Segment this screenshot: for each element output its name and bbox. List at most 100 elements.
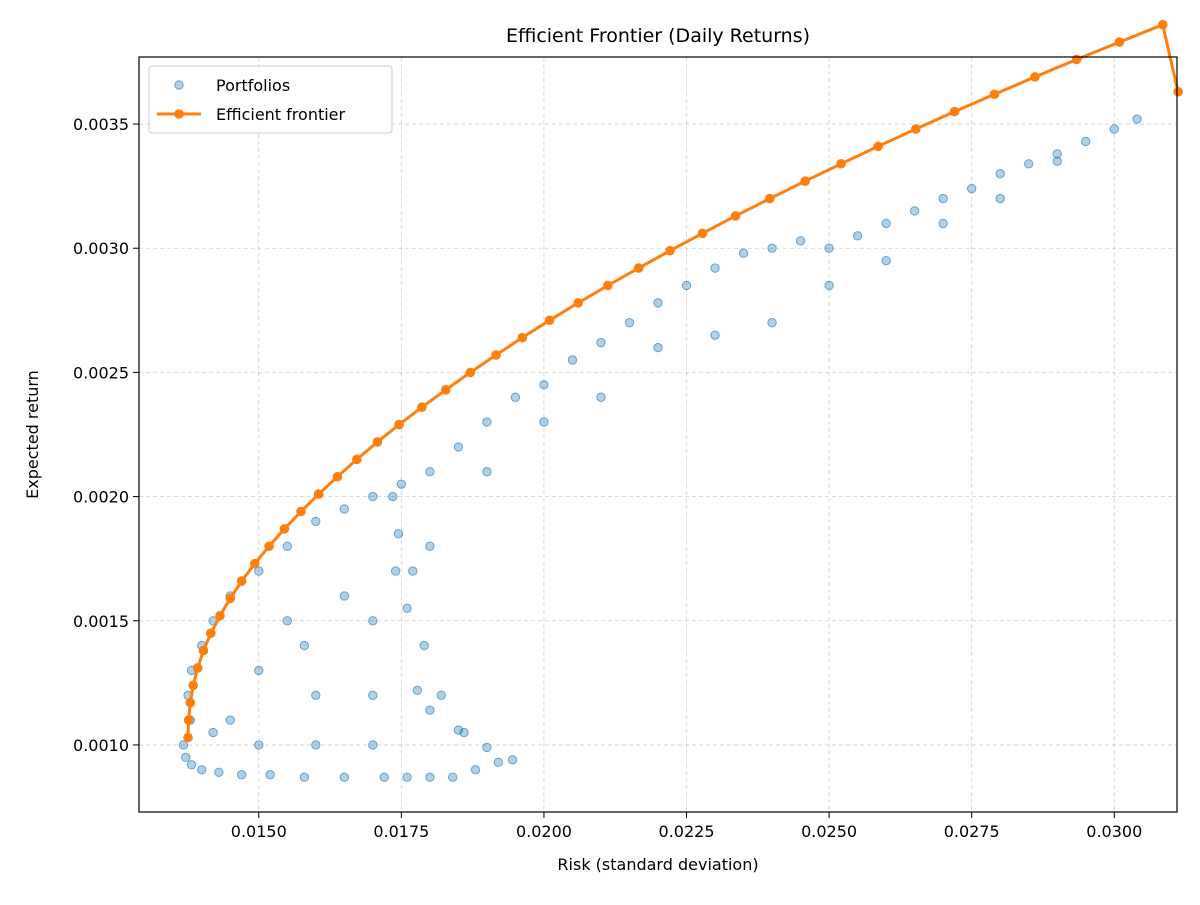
grid <box>139 57 1177 812</box>
y-tick-label: 0.0020 <box>73 488 129 507</box>
frontier-point <box>1030 72 1040 82</box>
y-tick-label: 0.0010 <box>73 736 129 755</box>
portfolio-point <box>368 740 378 750</box>
portfolio-point <box>208 727 218 738</box>
frontier-point <box>279 524 290 534</box>
frontier-point <box>313 489 324 499</box>
frontier-point <box>352 454 362 465</box>
frontier-point <box>296 506 306 517</box>
portfolio-point <box>197 765 207 775</box>
portfolio-point <box>254 665 264 676</box>
frontier-point <box>264 541 274 552</box>
portfolio-point <box>995 193 1005 204</box>
portfolio-point <box>909 206 920 216</box>
frontier-point <box>697 228 708 239</box>
portfolio-point <box>510 392 521 402</box>
frontier-point <box>665 245 675 256</box>
portfolio-point <box>265 770 275 780</box>
legend: Portfolios Efficient frontier <box>148 65 393 134</box>
portfolio-point <box>225 715 235 725</box>
portfolio-point <box>995 169 1005 179</box>
legend-marker-portfolios <box>174 80 184 90</box>
portfolio-point <box>186 760 197 770</box>
portfolio-point <box>596 392 606 402</box>
portfolio-point <box>408 566 418 576</box>
portfolio-point <box>402 772 412 782</box>
portfolio-point <box>470 765 481 775</box>
plot-frame <box>138 56 1178 813</box>
portfolio-point <box>339 504 350 514</box>
portfolio-point <box>393 529 404 539</box>
frontier-point <box>236 576 247 586</box>
portfolio-point <box>236 770 247 780</box>
frontier-point <box>1157 19 1168 30</box>
portfolio-point <box>254 740 264 750</box>
frontier-point <box>1071 54 1082 65</box>
x-tick-label: 0.0175 <box>373 822 429 841</box>
portfolio-point <box>419 640 429 651</box>
frontier-point <box>441 384 451 395</box>
portfolio-point <box>453 725 464 735</box>
portfolio-point <box>299 640 310 651</box>
portfolio-point <box>596 337 606 348</box>
portfolio-point <box>368 690 378 700</box>
portfolio-point <box>966 183 977 194</box>
frontier-point <box>544 315 555 326</box>
chart-title: Efficient Frontier (Daily Returns) <box>506 25 810 47</box>
portfolio-point <box>938 193 948 204</box>
portfolio-point <box>653 342 663 353</box>
legend-marker-frontier <box>174 109 184 119</box>
frontier-point <box>491 350 501 360</box>
portfolio-point <box>379 772 389 782</box>
frontier-point <box>249 558 260 569</box>
frontier-point <box>185 697 196 708</box>
frontier-point <box>188 680 198 691</box>
portfolio-point <box>881 218 891 229</box>
portfolio-point <box>710 263 720 273</box>
portfolio-point <box>214 767 224 777</box>
portfolio-point <box>311 516 321 527</box>
y-tick-label: 0.0030 <box>73 239 129 258</box>
portfolio-point <box>852 231 863 241</box>
frontier-point <box>372 437 383 447</box>
portfolio-point <box>624 318 635 328</box>
portfolio-point <box>482 742 492 753</box>
frontier-point <box>417 402 427 412</box>
portfolio-point <box>447 772 458 782</box>
portfolio-point <box>388 491 398 502</box>
frontier-point <box>1173 86 1183 97</box>
portfolio-point <box>767 318 777 328</box>
frontier-point <box>225 593 236 604</box>
portfolio-point <box>436 690 446 700</box>
y-tick-label: 0.0035 <box>73 115 129 134</box>
frontier-point <box>517 332 528 343</box>
frontier-point <box>198 645 209 656</box>
portfolio-point <box>412 685 423 696</box>
frontier-point <box>332 471 343 482</box>
frontier-point <box>633 263 644 273</box>
x-tick-label: 0.0225 <box>659 822 715 841</box>
frontier-point <box>465 367 476 378</box>
frontier-point <box>949 106 960 117</box>
portfolio-point <box>339 591 350 601</box>
portfolio-points <box>178 114 1142 782</box>
frontier-point <box>206 628 216 638</box>
frontier-point <box>192 663 203 673</box>
portfolio-point <box>402 603 412 614</box>
frontier-point <box>989 89 1000 100</box>
portfolio-point <box>368 491 378 502</box>
x-axis-label: Risk (standard deviation) <box>557 855 758 874</box>
legend-label-frontier: Efficient frontier <box>216 105 346 124</box>
portfolio-point <box>824 243 834 253</box>
portfolio-point <box>254 566 264 576</box>
portfolio-point <box>311 690 321 700</box>
frontier-point <box>183 732 193 743</box>
portfolio-point <box>390 566 401 576</box>
portfolio-point <box>881 255 891 266</box>
portfolio-point <box>1024 159 1034 169</box>
portfolio-point <box>1109 124 1119 134</box>
frontier-point <box>800 176 810 186</box>
portfolio-point <box>795 236 806 246</box>
portfolio-point <box>710 330 720 340</box>
